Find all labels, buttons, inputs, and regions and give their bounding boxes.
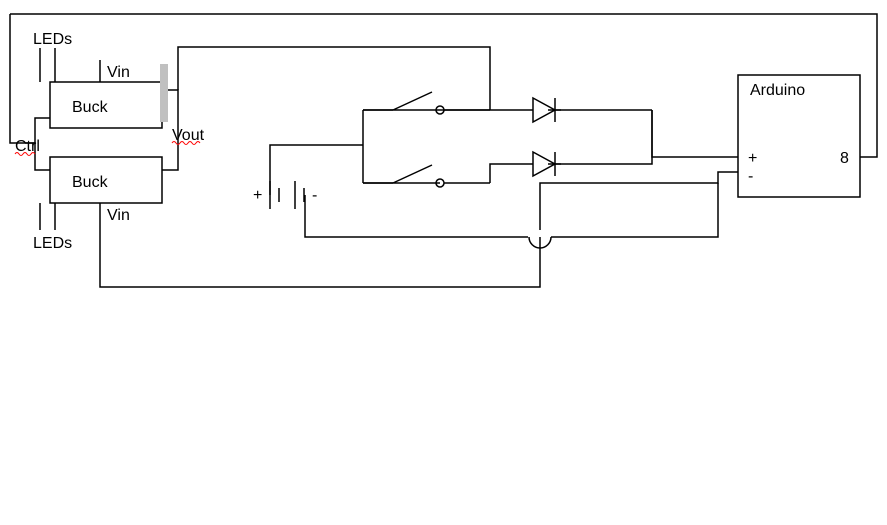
label-vin-bottom: Vin xyxy=(107,207,130,224)
label-buck-top: Buck xyxy=(72,99,109,116)
label-batt-plus: + xyxy=(253,187,262,204)
label-buck-bottom: Buck xyxy=(72,174,109,191)
label-batt-minus: - xyxy=(312,187,317,204)
label-arduino-minus: - xyxy=(748,168,753,185)
circuit-diagram: LEDsLEDsVinVinBuckBuckCtrlVout+-Arduino+… xyxy=(0,0,887,525)
label-arduino-pin: 8 xyxy=(840,150,849,167)
label-vin-top: Vin xyxy=(107,64,130,81)
label-leds-bottom: LEDs xyxy=(33,235,72,252)
label-arduino-plus: + xyxy=(748,150,757,167)
label-vout: Vout xyxy=(172,127,205,144)
label-ctrl: Ctrl xyxy=(15,138,40,155)
gray-stub xyxy=(160,64,168,122)
label-arduino: Arduino xyxy=(750,82,805,99)
label-leds-top: LEDs xyxy=(33,31,72,48)
